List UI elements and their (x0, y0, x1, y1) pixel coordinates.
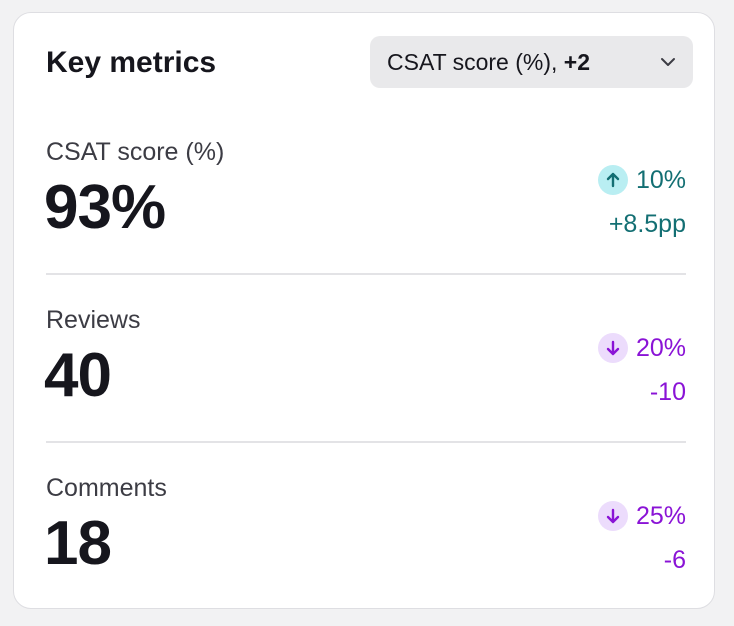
delta-absolute: -6 (663, 546, 686, 574)
metric-value: 40 (44, 341, 112, 410)
metric-value: 93% (44, 173, 166, 242)
metric-csat-score: CSAT score (%) 93% 10% +8.5pp (44, 137, 686, 247)
metric-label: Comments (46, 474, 167, 502)
divider (46, 273, 686, 275)
key-metrics-card: Key metrics CSAT score (%), +2 CSAT scor… (13, 12, 715, 609)
delta-percent: 25% (635, 502, 686, 530)
selector-label: CSAT score (%), (387, 48, 558, 75)
arrow-down-icon (597, 501, 628, 531)
arrow-down-icon (597, 333, 628, 363)
metric-comments: Comments 18 25% -6 (44, 473, 686, 583)
selector-extra-count: +2 (563, 48, 591, 75)
delta-percent: 10% (635, 166, 686, 194)
selector-text: CSAT score (%), +2 (387, 49, 590, 76)
delta-change: 20% (597, 331, 686, 365)
metric-value: 18 (44, 509, 112, 578)
chevron-down-icon (661, 58, 675, 66)
arrow-up-icon (597, 165, 628, 195)
delta-absolute: -10 (649, 378, 686, 406)
delta-change: 25% (597, 499, 686, 533)
metrics-selector-dropdown[interactable]: CSAT score (%), +2 (370, 36, 693, 88)
card-title: Key metrics (46, 46, 217, 79)
delta-change: 10% (597, 163, 686, 197)
metric-label: Reviews (46, 306, 141, 334)
delta-percent: 20% (635, 334, 686, 362)
metric-reviews: Reviews 40 20% -10 (44, 305, 686, 415)
delta-absolute: +8.5pp (608, 210, 686, 238)
metric-label: CSAT score (%) (46, 138, 225, 166)
divider (46, 441, 686, 443)
